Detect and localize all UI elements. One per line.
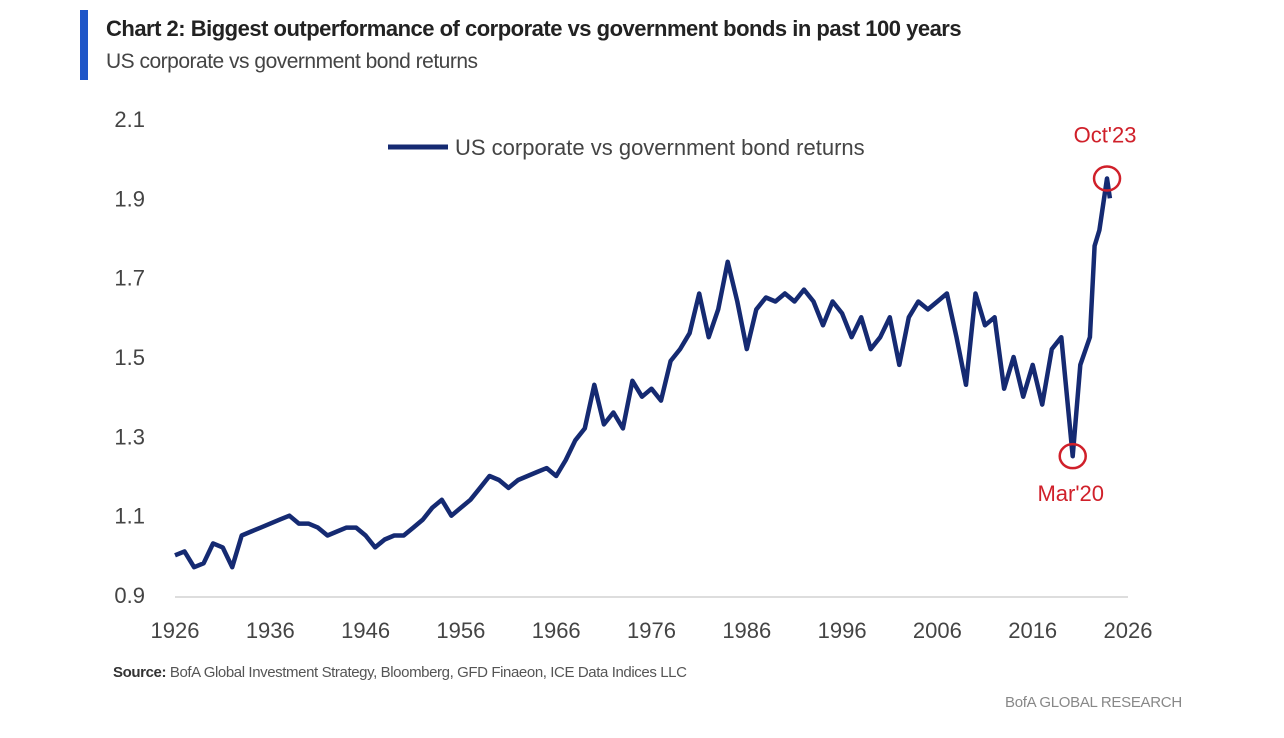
y-tick-label: 1.1 xyxy=(114,504,145,529)
annotation-label: Oct'23 xyxy=(1074,123,1137,148)
y-tick-label: 1.5 xyxy=(114,345,145,370)
x-tick-label: 1996 xyxy=(818,618,867,643)
series-line xyxy=(174,176,1113,570)
annotation-circle xyxy=(1092,165,1122,192)
source-label: Source: xyxy=(113,664,167,681)
x-tick-label: 1966 xyxy=(532,618,581,643)
y-tick-label: 2.1 xyxy=(114,107,145,132)
source-note: Source: BofA Global Investment Strategy,… xyxy=(113,664,687,681)
x-tick-label: 2026 xyxy=(1104,618,1153,643)
y-tick-label: 1.7 xyxy=(114,266,145,291)
x-tick-label: 1936 xyxy=(246,618,295,643)
x-tick-label: 1926 xyxy=(151,618,200,643)
x-tick-label: 1946 xyxy=(341,618,390,643)
chart-subtitle: US corporate vs government bond returns xyxy=(106,50,478,73)
title-accent-bar xyxy=(80,10,88,80)
y-tick-label: 1.3 xyxy=(114,424,145,449)
annotation-circle xyxy=(1058,442,1087,470)
brand-label: BofA GLOBAL RESEARCH xyxy=(1005,694,1182,711)
source-text: BofA Global Investment Strategy, Bloombe… xyxy=(169,664,687,681)
legend-label: US corporate vs government bond returns xyxy=(455,135,865,160)
x-tick-label: 1986 xyxy=(722,618,771,643)
chart-title: Chart 2: Biggest outperformance of corpo… xyxy=(106,16,962,41)
x-tick-label: 2006 xyxy=(913,618,962,643)
annotation-label: Mar'20 xyxy=(1037,481,1104,506)
x-tick-label: 1956 xyxy=(436,618,485,643)
y-tick-label: 1.9 xyxy=(114,186,145,211)
y-tick-label: 0.9 xyxy=(114,583,145,608)
x-tick-label: 1976 xyxy=(627,618,676,643)
x-tick-label: 2016 xyxy=(1008,618,1057,643)
